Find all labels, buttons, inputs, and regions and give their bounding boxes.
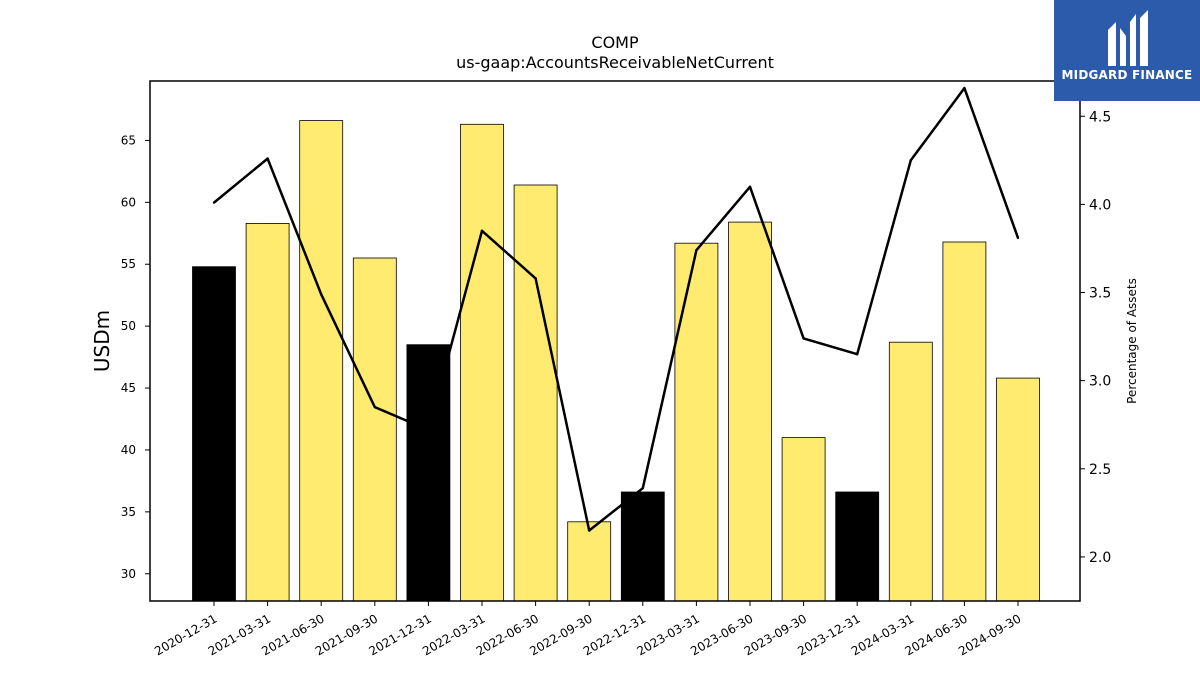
bar-2023-12-31	[835, 491, 880, 602]
chart-subtitle: us-gaap:AccountsReceivableNetCurrent	[456, 53, 774, 72]
logo-mark-icon	[1108, 10, 1148, 66]
y-tick-label-right-2: 2.0	[1089, 550, 1111, 566]
y-tick-label-left-65: 65	[121, 133, 136, 147]
y-tick-label-left-55: 55	[121, 257, 136, 271]
bar-2022-09-30	[567, 521, 612, 602]
logo-text: MIDGARD FINANCE	[1061, 68, 1193, 82]
bar-2021-03-31	[245, 222, 290, 602]
bar-2021-09-30	[352, 257, 397, 602]
y-tick-label-right-4: 4.0	[1089, 197, 1111, 213]
line-point-2021-12-31	[427, 428, 430, 432]
line-series	[212, 86, 1020, 532]
y-tick-label-left-40: 40	[121, 443, 136, 457]
line-point-2020-12-31	[212, 201, 216, 204]
y-tick-label-left-45: 45	[121, 381, 136, 395]
line-point-2021-09-30	[373, 405, 376, 409]
bar-2024-06-30	[942, 241, 987, 602]
line-point-2024-06-30	[963, 86, 966, 90]
y-tick-label-right-4.5: 4.5	[1089, 109, 1111, 125]
bar-2021-06-30	[299, 120, 344, 602]
line-point-2022-03-31	[480, 229, 484, 232]
bar-2023-03-31	[674, 242, 719, 602]
y-tick-label-right-3.5: 3.5	[1089, 286, 1111, 302]
bar-2023-06-30	[728, 221, 772, 602]
line-point-2022-09-30	[588, 529, 591, 532]
bar-series	[192, 120, 1040, 602]
line-point-2023-09-30	[802, 337, 805, 340]
y-tick-label-left-35: 35	[121, 505, 136, 519]
bar-2024-03-31	[888, 341, 933, 602]
y-tick-label-right-3: 3.0	[1089, 374, 1111, 390]
line-point-2021-06-30	[320, 293, 323, 296]
line-point-2021-03-31	[266, 157, 269, 160]
percentage-line	[213, 86, 1020, 532]
bar-2024-09-30	[996, 377, 1040, 602]
line-point-2023-06-30	[748, 185, 752, 188]
y-tick-label-right-2.5: 2.5	[1089, 462, 1111, 478]
y-axis-label-right: Percentage of Assets	[1125, 278, 1139, 404]
line-point-2022-06-30	[534, 277, 537, 280]
bar-2022-12-31	[620, 491, 665, 602]
line-point-2022-12-31	[641, 487, 644, 490]
logo: MIDGARD FINANCE	[1054, 0, 1200, 101]
y-axis-label-left: USDm	[90, 310, 114, 372]
y-tick-label-left-60: 60	[121, 195, 136, 209]
line-point-2023-03-31	[695, 249, 698, 252]
plot-frame	[149, 80, 1081, 602]
chart-title: COMP	[591, 33, 639, 52]
y-tick-label-left-30: 30	[121, 567, 136, 581]
line-point-2024-03-31	[909, 159, 912, 162]
y-tick-label-left-50: 50	[121, 319, 136, 333]
line-point-2024-09-30	[1016, 236, 1020, 240]
y-axis-right: 2.0 2.5 3.0 3.5 4.0 4.5	[1080, 109, 1111, 566]
bar-2022-06-30	[513, 184, 558, 602]
y-axis-left: 30 35 40 45 50 55 60 65	[121, 133, 150, 581]
bar-2020-12-31	[192, 266, 236, 602]
bar-2023-09-30	[781, 437, 826, 602]
x-axis: 2020-12-312021-03-312021-06-302021-09-30…	[152, 601, 1024, 658]
line-point-2023-12-31	[856, 353, 859, 356]
bar-2022-03-31	[460, 123, 504, 602]
bar-2021-12-31	[406, 344, 451, 602]
